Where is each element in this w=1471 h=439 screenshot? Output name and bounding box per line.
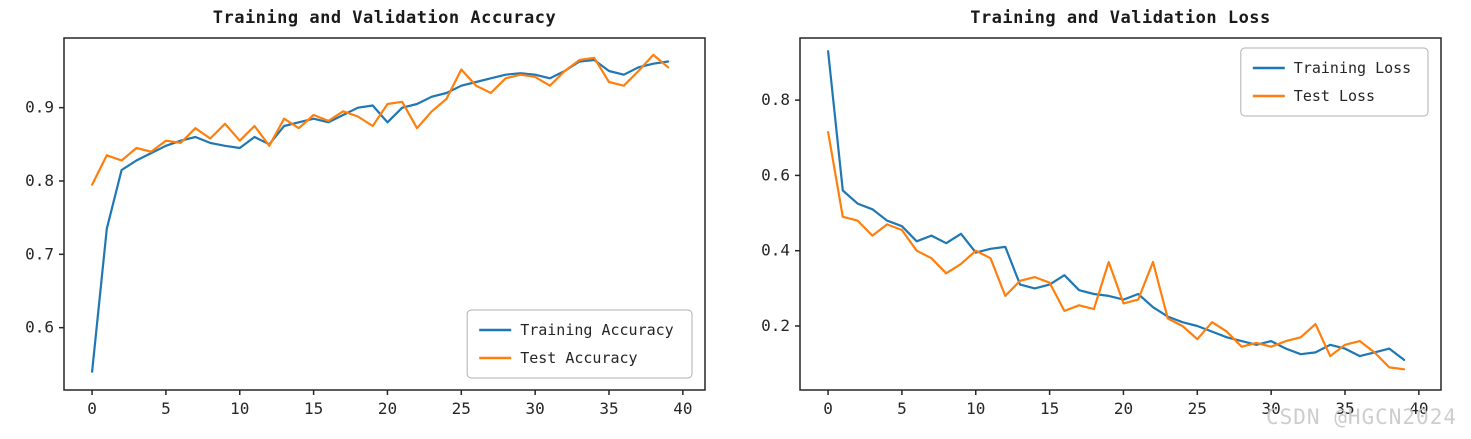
svg-text:35: 35	[599, 399, 618, 418]
loss-chart-title: Training and Validation Loss	[970, 8, 1271, 28]
accuracy-chart-title: Training and Validation Accuracy	[212, 8, 557, 28]
svg-text:0: 0	[87, 399, 97, 418]
svg-text:5: 5	[161, 399, 171, 418]
svg-text:25: 25	[1188, 399, 1207, 418]
svg-text:20: 20	[1114, 399, 1133, 418]
svg-text:35: 35	[1335, 399, 1354, 418]
svg-text:0.8: 0.8	[25, 171, 54, 190]
svg-text:0.8: 0.8	[761, 90, 790, 109]
svg-text:Test Loss: Test Loss	[1294, 87, 1375, 105]
svg-text:10: 10	[966, 399, 985, 418]
svg-text:Training Loss: Training Loss	[1294, 59, 1411, 77]
svg-text:10: 10	[230, 399, 249, 418]
svg-text:0.9: 0.9	[25, 98, 54, 117]
svg-text:15: 15	[304, 399, 323, 418]
svg-text:20: 20	[378, 399, 397, 418]
svg-text:0.2: 0.2	[761, 316, 790, 335]
svg-text:15: 15	[1040, 399, 1059, 418]
svg-text:Training Accuracy: Training Accuracy	[520, 321, 674, 339]
svg-text:Test Accuracy: Test Accuracy	[520, 349, 637, 367]
loss-chart: Training and Validation Loss 0 5 10 15 20 25 3…	[736, 0, 1471, 439]
svg-text:0: 0	[823, 399, 833, 418]
svg-text:40: 40	[1409, 399, 1428, 418]
svg-text:30: 30	[1262, 399, 1281, 418]
svg-text:0.6: 0.6	[761, 165, 790, 184]
svg-text:5: 5	[897, 399, 907, 418]
loss-plot-svg: 0 5 10 15 20 25 30 35 40 0.2 0.4 0.6 0.8 Training Los…	[761, 37, 1442, 418]
svg-text:0.7: 0.7	[25, 244, 54, 263]
svg-text:25: 25	[452, 399, 471, 418]
svg-text:40: 40	[673, 399, 692, 418]
svg-text:0.4: 0.4	[761, 241, 790, 260]
accuracy-plot-svg: 0 5 10 15 20 25 30 35 40 0.6 0.7 0.8 0.9 Training Acc…	[25, 37, 706, 418]
svg-text:0.6: 0.6	[25, 318, 54, 337]
accuracy-chart: Training and Validation Accuracy 0 5 10 15 2…	[0, 0, 735, 439]
svg-text:30: 30	[526, 399, 545, 418]
